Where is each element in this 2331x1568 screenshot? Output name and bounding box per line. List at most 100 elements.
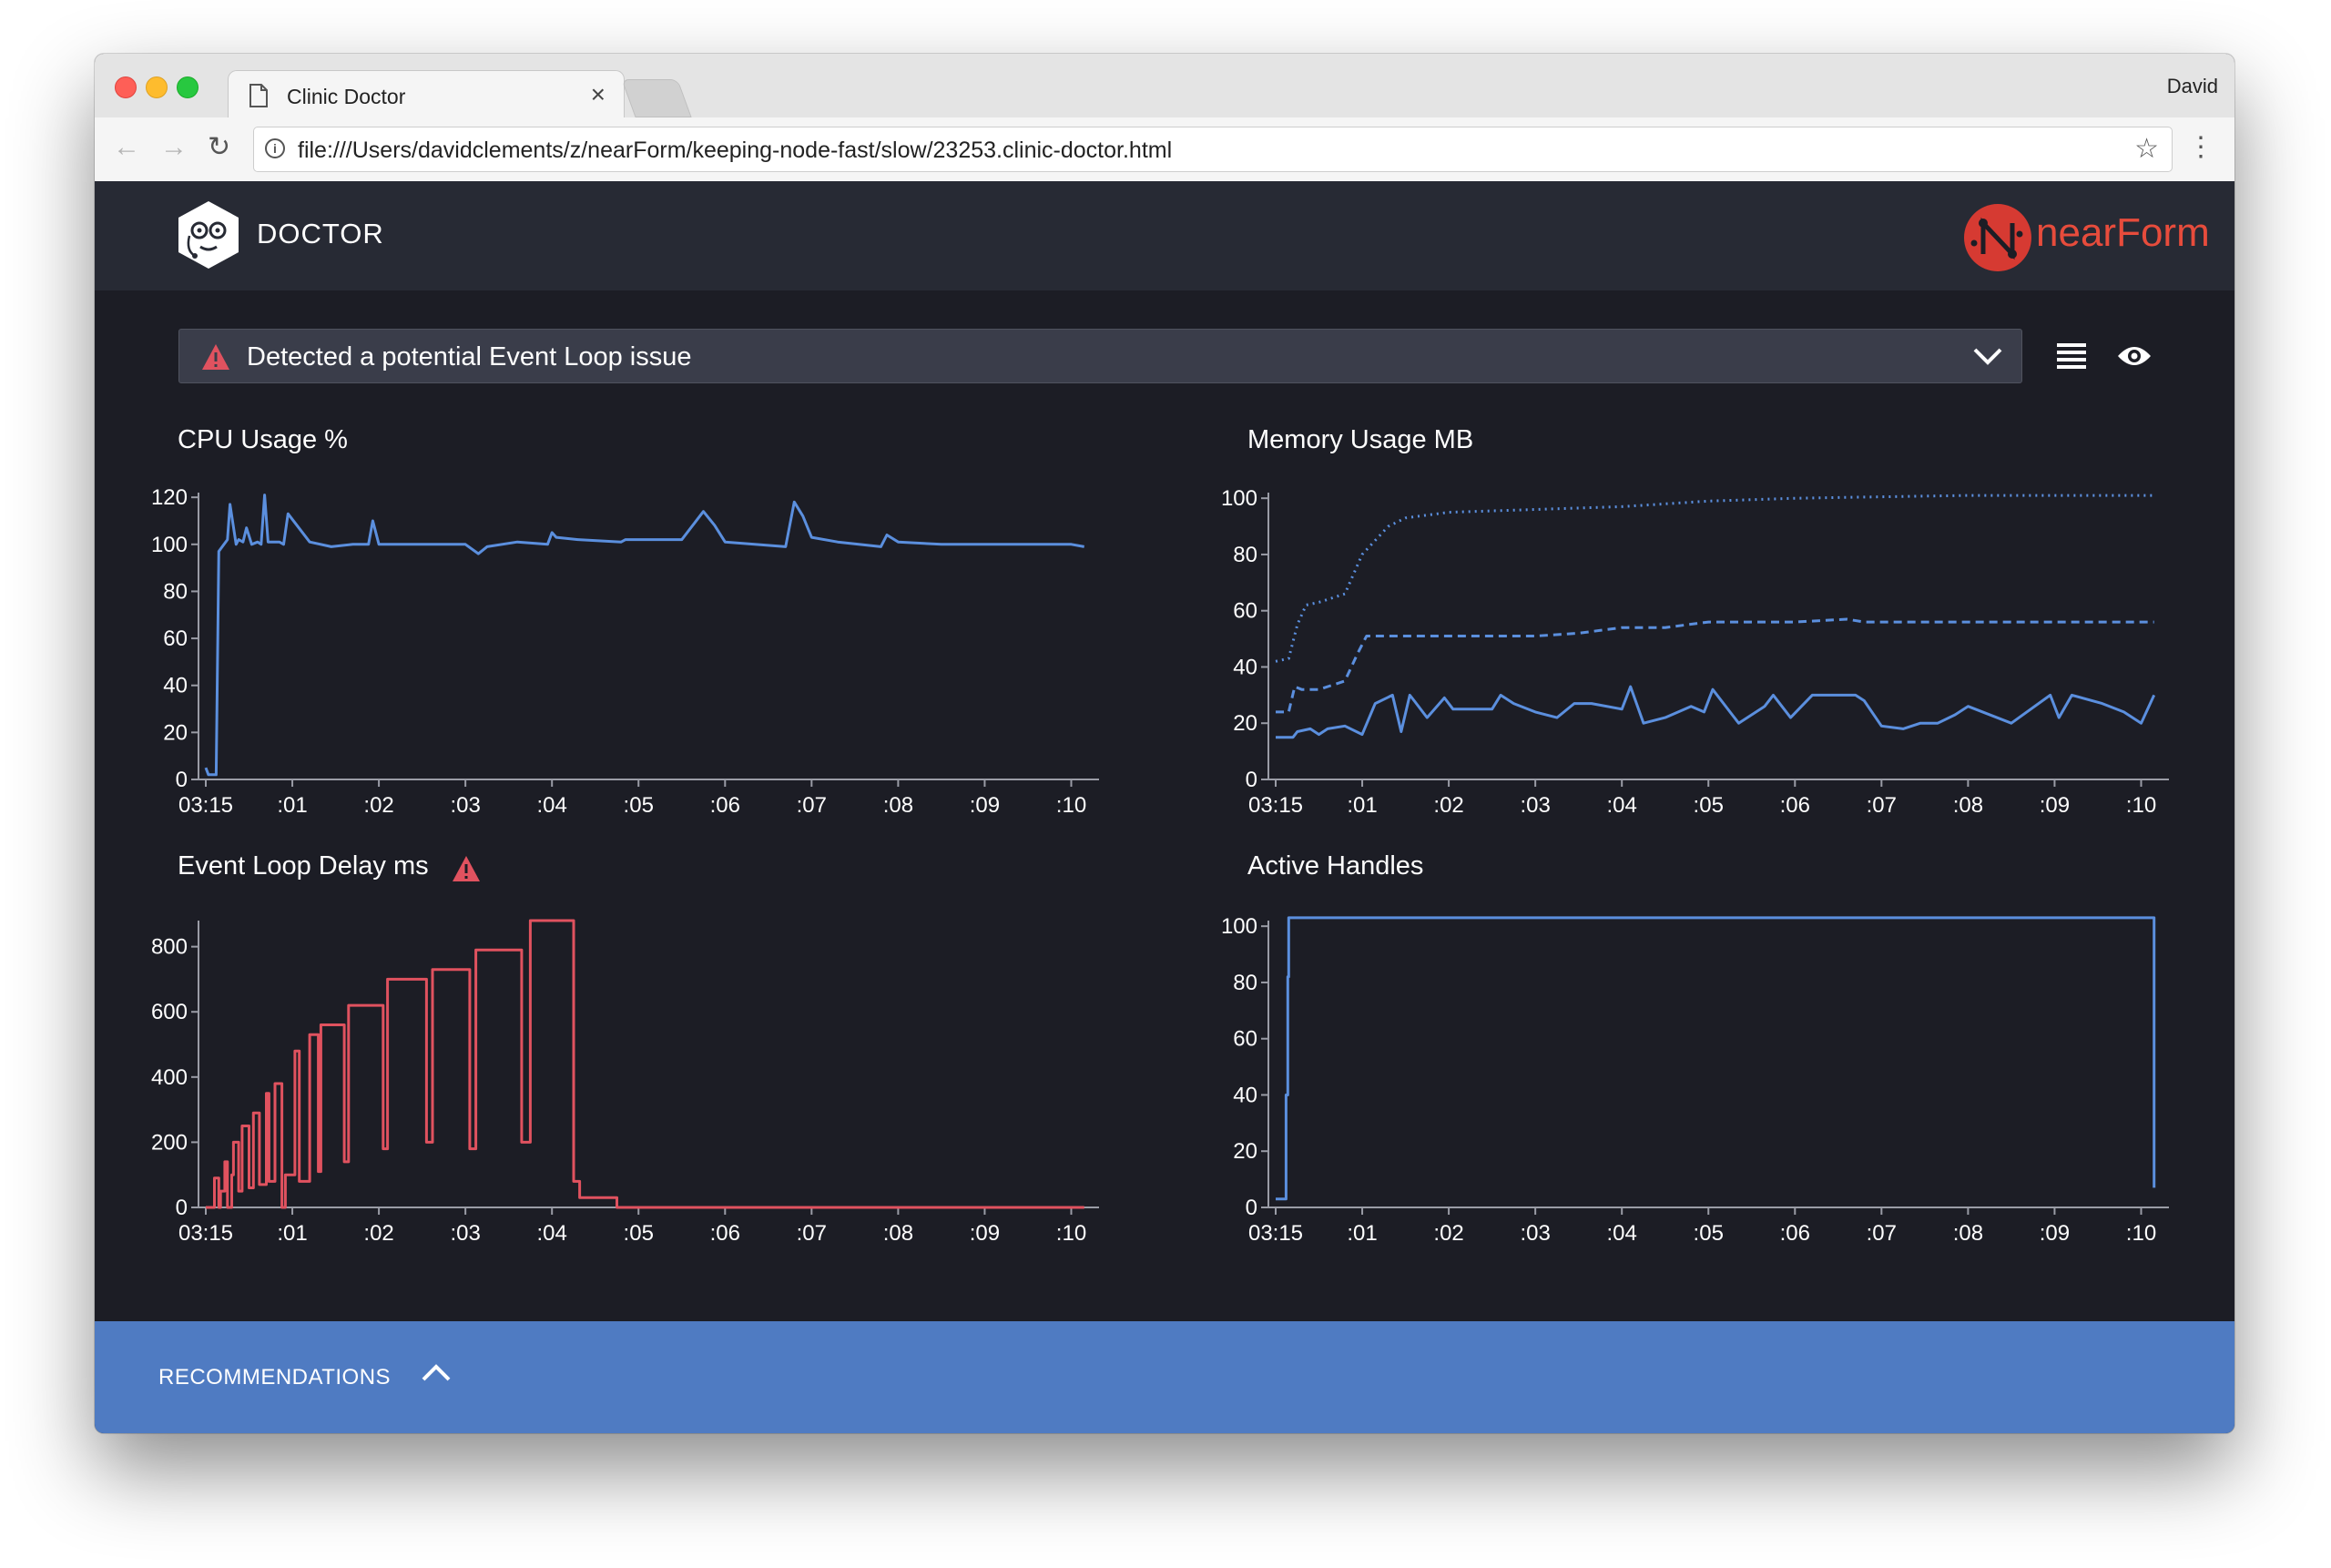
x-tick-label: :03 [450, 793, 480, 818]
x-tick-label: :06 [710, 793, 740, 818]
browser-tab[interactable]: Clinic Doctor × [228, 70, 625, 118]
x-tick-label: :01 [1347, 793, 1377, 818]
x-tick-label: :10 [2126, 1221, 2156, 1246]
minimize-window-button[interactable] [146, 76, 168, 98]
x-tick-label: :06 [1780, 1221, 1810, 1246]
browser-titlebar: Clinic Doctor × David [95, 54, 2234, 118]
active-handles-chart-title: Active Handles [1247, 851, 1424, 881]
x-tick-label: :04 [537, 793, 567, 818]
more-menu-icon[interactable]: ⋮ [2187, 132, 2214, 162]
x-tick-label: :05 [1694, 793, 1724, 818]
tab-close-icon[interactable]: × [590, 80, 606, 108]
y-tick-label: 40 [163, 674, 188, 698]
x-tick-label: :02 [363, 793, 393, 818]
x-tick-label: :07 [1867, 793, 1897, 818]
x-tick-label: :02 [363, 1221, 393, 1246]
x-tick-label: :09 [970, 793, 1000, 818]
back-arrow-icon[interactable]: ← [113, 132, 140, 162]
profile-name[interactable]: David [2166, 75, 2218, 97]
doctor-logo-icon [178, 201, 239, 269]
x-tick-label: 03:15 [1248, 793, 1303, 818]
x-tick-label: 03:15 [178, 793, 233, 818]
forward-arrow-icon[interactable]: → [160, 132, 188, 162]
x-tick-label: :04 [1607, 1221, 1637, 1246]
x-tick-label: :08 [883, 793, 913, 818]
x-tick-label: :06 [1780, 793, 1810, 818]
x-tick-label: :03 [450, 1221, 480, 1246]
new-tab-button[interactable] [621, 79, 692, 117]
y-tick-label: 100 [1221, 914, 1257, 939]
tab-title: Clinic Doctor [287, 85, 406, 108]
recommendations-label: RECOMMENDATIONS [158, 1365, 392, 1390]
memory-series-line-0 [1275, 494, 2154, 663]
y-tick-label: 400 [151, 1065, 188, 1090]
y-tick-label: 80 [163, 579, 188, 604]
y-tick-label: 120 [151, 485, 188, 510]
x-tick-label: :04 [1607, 793, 1637, 818]
x-tick-label: :04 [537, 1221, 567, 1246]
y-tick-label: 0 [1246, 768, 1257, 792]
memory-series-line-1 [1276, 617, 2154, 714]
x-tick-label: :03 [1520, 793, 1550, 818]
handles-series-line-0 [1276, 916, 2156, 1201]
x-tick-label: :09 [2040, 1221, 2070, 1246]
active-handles-chart: 0 20 40 60 80 100 03:15:01:02:03:04:05:06:07:0… [1221, 914, 2169, 1246]
browser-window: Clinic Doctor × David ← → ↻ i file:///Us… [95, 54, 2234, 1433]
event-loop-delay-chart: 0 200 400 600 800 03:15:01:02:03:04:05:06:07:… [151, 919, 1099, 1246]
x-tick-label: :01 [1347, 1221, 1377, 1246]
bookmark-star-icon[interactable]: ☆ [2134, 134, 2159, 164]
x-tick-label: :08 [883, 1221, 913, 1246]
y-tick-label: 600 [151, 1000, 188, 1024]
info-icon[interactable]: i [265, 138, 285, 158]
x-tick-label: :01 [277, 1221, 307, 1246]
x-tick-label: :06 [710, 1221, 740, 1246]
y-tick-label: 60 [163, 626, 188, 651]
x-tick-label: :07 [1867, 1221, 1897, 1246]
y-tick-label: 100 [151, 533, 188, 557]
x-tick-label: :05 [624, 793, 654, 818]
zoom-window-button[interactable] [177, 76, 198, 98]
y-tick-label: 0 [176, 768, 188, 792]
x-tick-label: :05 [1694, 1221, 1724, 1246]
chevron-down-icon[interactable] [1972, 346, 2003, 366]
warning-icon [202, 344, 229, 370]
browser-toolbar: ← → ↻ i file:///Users/davidclements/z/ne… [95, 117, 2234, 182]
x-tick-label: :01 [277, 793, 307, 818]
reload-icon[interactable]: ↻ [208, 132, 231, 162]
x-tick-label: :07 [797, 793, 827, 818]
app-header: DOCTOR nearForm [95, 181, 2234, 290]
x-tick-label: :05 [624, 1221, 654, 1246]
alert-dropdown[interactable]: Detected a potential Event Loop issue [178, 329, 2022, 383]
eye-icon[interactable] [2116, 343, 2153, 369]
list-view-icon[interactable] [2057, 341, 2086, 369]
app-name: DOCTOR [257, 218, 384, 249]
document-icon [249, 84, 268, 107]
event_loop-series-line-0 [206, 919, 1084, 1209]
cpu-chart-title: CPU Usage % [178, 425, 348, 454]
x-tick-label: :03 [1520, 1221, 1550, 1246]
nearform-logo-icon [1964, 204, 2031, 271]
y-tick-label: 800 [151, 935, 188, 960]
warning-icon [453, 856, 480, 881]
x-tick-label: :09 [2040, 793, 2070, 818]
x-tick-label: 03:15 [1248, 1221, 1303, 1246]
x-tick-label: 03:15 [178, 1221, 233, 1246]
memory-series-line-2 [1276, 685, 2156, 739]
x-tick-label: :02 [1433, 793, 1463, 818]
x-tick-label: :10 [1056, 793, 1086, 818]
close-window-button[interactable] [115, 76, 137, 98]
y-tick-label: 0 [176, 1196, 188, 1220]
y-tick-label: 80 [1233, 971, 1257, 995]
x-tick-label: :07 [797, 1221, 827, 1246]
y-tick-label: 40 [1233, 1083, 1257, 1107]
chevron-up-icon[interactable] [421, 1363, 452, 1383]
recommendations-bar[interactable]: RECOMMENDATIONS [95, 1321, 2234, 1433]
nearform-brand-text: nearForm [2036, 210, 2210, 255]
x-tick-label: :08 [1953, 793, 1983, 818]
y-tick-label: 0 [1246, 1196, 1257, 1220]
url-text[interactable]: file:///Users/davidclements/z/nearForm/k… [298, 137, 1173, 163]
x-tick-label: :10 [2126, 793, 2156, 818]
address-bar[interactable]: i file:///Users/davidclements/z/nearForm… [253, 127, 2173, 172]
x-tick-label: :10 [1056, 1221, 1086, 1246]
cpu-usage-chart: 0 20 40 60 80 100 120 03:15:01:02:03:04:05:06:0… [151, 485, 1099, 818]
